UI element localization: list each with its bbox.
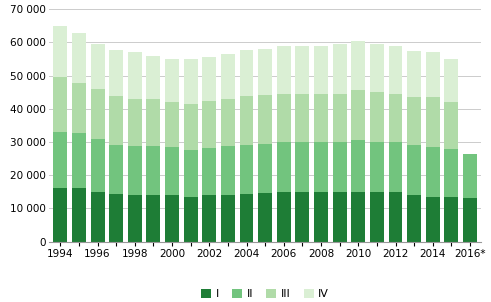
Bar	[146, 195, 161, 242]
Bar	[370, 92, 384, 142]
Bar	[314, 142, 328, 192]
Bar	[314, 192, 328, 242]
Bar	[240, 50, 253, 96]
Bar	[332, 94, 347, 142]
Bar	[109, 145, 123, 194]
Bar	[332, 44, 347, 94]
Bar	[388, 142, 403, 192]
Bar	[184, 149, 197, 197]
Bar	[128, 52, 142, 99]
Bar	[332, 192, 347, 242]
Bar	[314, 94, 328, 142]
Bar	[184, 59, 197, 104]
Bar	[407, 97, 421, 145]
Bar	[54, 188, 67, 242]
Bar	[165, 147, 179, 195]
Bar	[370, 142, 384, 192]
Bar	[240, 96, 253, 145]
Bar	[463, 153, 477, 198]
Bar	[109, 96, 123, 145]
Bar	[388, 192, 403, 242]
Bar	[332, 142, 347, 192]
Bar	[426, 52, 440, 97]
Bar	[351, 192, 365, 242]
Bar	[128, 99, 142, 146]
Bar	[202, 195, 216, 242]
Bar	[388, 46, 403, 94]
Bar	[128, 146, 142, 195]
Bar	[277, 142, 291, 192]
Bar	[351, 140, 365, 192]
Bar	[444, 59, 459, 102]
Bar	[54, 132, 67, 188]
Bar	[184, 197, 197, 242]
Bar	[165, 102, 179, 147]
Bar	[258, 95, 272, 144]
Bar	[370, 192, 384, 242]
Bar	[221, 99, 235, 146]
Bar	[202, 101, 216, 148]
Bar	[72, 83, 86, 133]
Bar	[221, 195, 235, 242]
Bar	[184, 104, 197, 149]
Bar	[240, 194, 253, 242]
Bar	[54, 26, 67, 77]
Bar	[277, 192, 291, 242]
Bar	[90, 139, 105, 192]
Bar	[90, 192, 105, 242]
Bar	[240, 145, 253, 194]
Bar	[370, 44, 384, 92]
Bar	[426, 97, 440, 147]
Bar	[202, 56, 216, 101]
Bar	[463, 198, 477, 242]
Bar	[146, 146, 161, 195]
Bar	[72, 133, 86, 188]
Bar	[72, 33, 86, 83]
Bar	[314, 46, 328, 94]
Bar	[72, 188, 86, 242]
Bar	[109, 194, 123, 242]
Bar	[258, 144, 272, 194]
Bar	[407, 50, 421, 97]
Bar	[54, 77, 67, 132]
Bar	[351, 41, 365, 91]
Bar	[296, 192, 309, 242]
Bar	[277, 94, 291, 142]
Bar	[351, 91, 365, 140]
Bar	[407, 195, 421, 242]
Bar	[426, 147, 440, 197]
Bar	[109, 50, 123, 96]
Bar	[296, 46, 309, 94]
Bar	[277, 46, 291, 94]
Bar	[258, 194, 272, 242]
Bar	[296, 94, 309, 142]
Bar	[296, 142, 309, 192]
Bar	[202, 148, 216, 195]
Bar	[258, 49, 272, 95]
Bar	[426, 197, 440, 242]
Bar	[90, 89, 105, 139]
Bar	[90, 44, 105, 89]
Bar	[444, 149, 459, 197]
Bar	[165, 195, 179, 242]
Bar	[146, 99, 161, 146]
Bar	[388, 94, 403, 142]
Legend: I, II, III, IV: I, II, III, IV	[196, 284, 334, 302]
Bar	[444, 102, 459, 149]
Bar	[221, 54, 235, 99]
Bar	[444, 197, 459, 242]
Bar	[407, 145, 421, 195]
Bar	[128, 195, 142, 242]
Bar	[165, 59, 179, 102]
Bar	[146, 56, 161, 99]
Bar	[221, 146, 235, 195]
